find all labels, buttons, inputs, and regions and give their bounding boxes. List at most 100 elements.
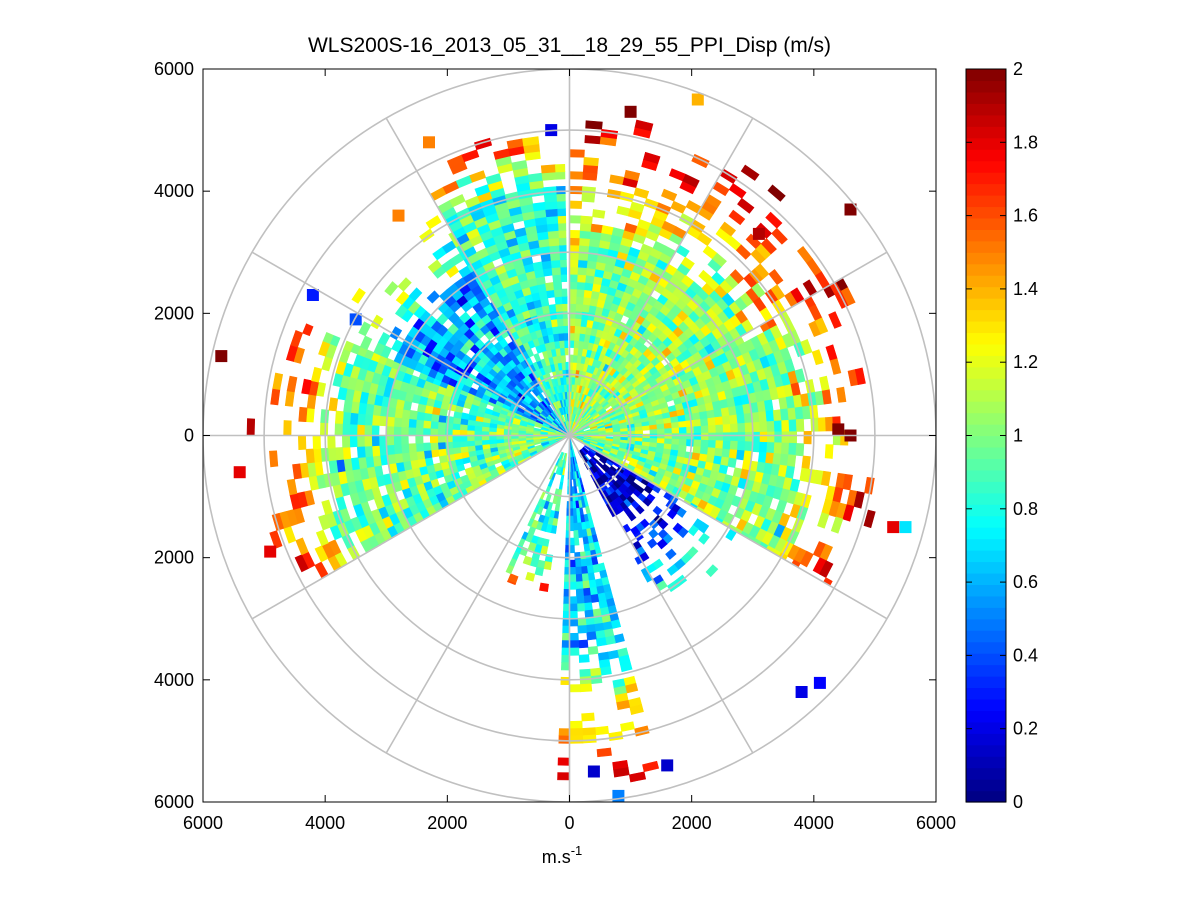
ppi-cell: [708, 424, 717, 434]
ppi-cell: [546, 222, 560, 232]
ppi-cell: [556, 310, 564, 320]
ppi-cell: [569, 266, 579, 275]
ppi-cell: [671, 421, 680, 429]
ppi-cell: [546, 215, 559, 225]
ppi-cell: [708, 432, 717, 441]
ppi-cell: [728, 449, 738, 460]
ppi-cell: [546, 289, 556, 299]
ppi-cell: [569, 647, 580, 656]
ppi-cell: [315, 529, 329, 547]
ppi-cell: [290, 330, 303, 348]
ppi-cell: [562, 610, 570, 620]
ppi-cell: [269, 450, 279, 468]
ppi-cell: [363, 435, 373, 447]
ppi-cell: [569, 603, 578, 612]
ppi-cell: [698, 532, 710, 545]
ppi-cell: [569, 574, 577, 583]
isolated-cell: [887, 521, 900, 534]
ppi-cell: [577, 274, 587, 283]
ppi-cell: [547, 230, 560, 240]
ppi-cell: [532, 261, 544, 271]
ppi-cell: [569, 229, 581, 239]
ppi-cell: [506, 580, 516, 586]
ppi-cell: [580, 558, 588, 568]
ppi-cell: [305, 407, 315, 423]
isolated-cell: [306, 289, 319, 301]
ppi-cell: [700, 425, 710, 434]
ppi-cell: [583, 543, 591, 553]
ppi-cell: [576, 296, 585, 305]
colorbar-swatch: [966, 504, 1006, 517]
ppi-cell: [583, 595, 592, 604]
ppi-cell: [349, 423, 358, 436]
colorbar-swatch: [966, 194, 1006, 208]
ppi-cell: [633, 187, 650, 199]
ppi-cell: [297, 435, 307, 451]
ppi-cell: [563, 317, 568, 327]
colorbar-swatch: [966, 492, 1006, 505]
ppi-cell: [599, 666, 612, 676]
ppi-cell: [700, 439, 710, 448]
colorbar-tick-label: 1.8: [1013, 132, 1038, 152]
ppi-cell: [356, 445, 366, 459]
chart-title: WLS200S-16_2013_05_31__18_29_55_PPI_Disp…: [308, 34, 831, 57]
ppi-cell: [619, 661, 633, 673]
ppi-cell: [579, 237, 591, 247]
ppi-cell: [585, 120, 603, 130]
ppi-cell: [722, 423, 732, 434]
ppi-cell: [363, 424, 373, 436]
colorbar-swatch: [966, 744, 1006, 757]
sector-north: [569, 119, 849, 436]
ppi-cell: [559, 251, 567, 261]
ppi-cell: [788, 431, 798, 444]
ppi-cell: [320, 409, 330, 424]
ppi-cell: [429, 435, 439, 444]
ppi-cell: [569, 281, 578, 290]
ppi-cell: [607, 649, 620, 660]
ppi-cell: [305, 448, 315, 464]
ppi-cell: [437, 421, 446, 430]
ppi-cell: [393, 435, 402, 446]
ppi-cell: [569, 728, 583, 737]
ppi-cell: [575, 573, 583, 583]
ppi-cell: [781, 419, 790, 433]
ppi-cell: [581, 580, 590, 590]
ppi-cell: [408, 443, 417, 453]
ppi-cell: [423, 449, 433, 459]
colorbar-swatch: [966, 446, 1006, 459]
ppi-cell: [728, 183, 747, 199]
ppi-cell: [693, 425, 702, 434]
colorbar-swatch: [966, 206, 1006, 219]
ppi-cell: [715, 424, 724, 434]
ppi-cell: [283, 420, 292, 436]
ppi-cell: [415, 427, 424, 436]
ppi-cell: [737, 197, 755, 214]
ppi-cell: [286, 478, 298, 496]
colorbar-swatch: [966, 424, 1006, 437]
ppi-cell: [759, 441, 768, 454]
ppi-cell: [284, 390, 295, 407]
ppi-cell: [556, 318, 565, 327]
ppi-cell: [425, 215, 442, 230]
ppi-cell: [596, 747, 612, 758]
ppi-cell: [378, 435, 387, 446]
colorbar-swatch: [966, 378, 1006, 391]
ppi-cell: [836, 386, 847, 403]
ppi-cell: [553, 288, 563, 298]
ppi-cell: [327, 447, 337, 462]
colorbar-swatch: [966, 538, 1006, 551]
ppi-cell: [786, 454, 797, 468]
ppi-cell: [349, 412, 359, 425]
colorbar-swatch: [966, 458, 1006, 471]
ppi-cell: [314, 545, 329, 563]
ppi-cell: [578, 654, 590, 663]
colorbar-swatch: [966, 584, 1006, 597]
isolated-cell: [752, 227, 765, 240]
y-tick-label: 2000: [154, 548, 194, 568]
ppi-cell: [384, 281, 399, 297]
colorbar-swatch: [966, 595, 1006, 608]
ppi-cell: [684, 413, 694, 422]
colorbar: 0 0.2 0.4 0.6 0.8 1 1.2 1.4 1.6 1.8 2: [965, 59, 1038, 812]
ppi-cell: [430, 442, 439, 451]
ppi-cell: [423, 412, 433, 422]
